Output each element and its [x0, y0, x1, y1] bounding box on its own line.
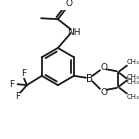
- Text: B: B: [86, 74, 93, 84]
- Text: NH: NH: [67, 28, 80, 37]
- Text: O: O: [100, 88, 107, 97]
- Text: CH₃: CH₃: [127, 59, 139, 65]
- Text: CH₃: CH₃: [127, 74, 139, 80]
- Text: CH₃: CH₃: [127, 79, 139, 85]
- Text: F: F: [21, 70, 26, 79]
- Text: O: O: [100, 63, 107, 72]
- Text: F: F: [9, 80, 15, 89]
- Text: O: O: [65, 0, 73, 8]
- Text: F: F: [15, 92, 20, 101]
- Text: CH₃: CH₃: [127, 94, 139, 100]
